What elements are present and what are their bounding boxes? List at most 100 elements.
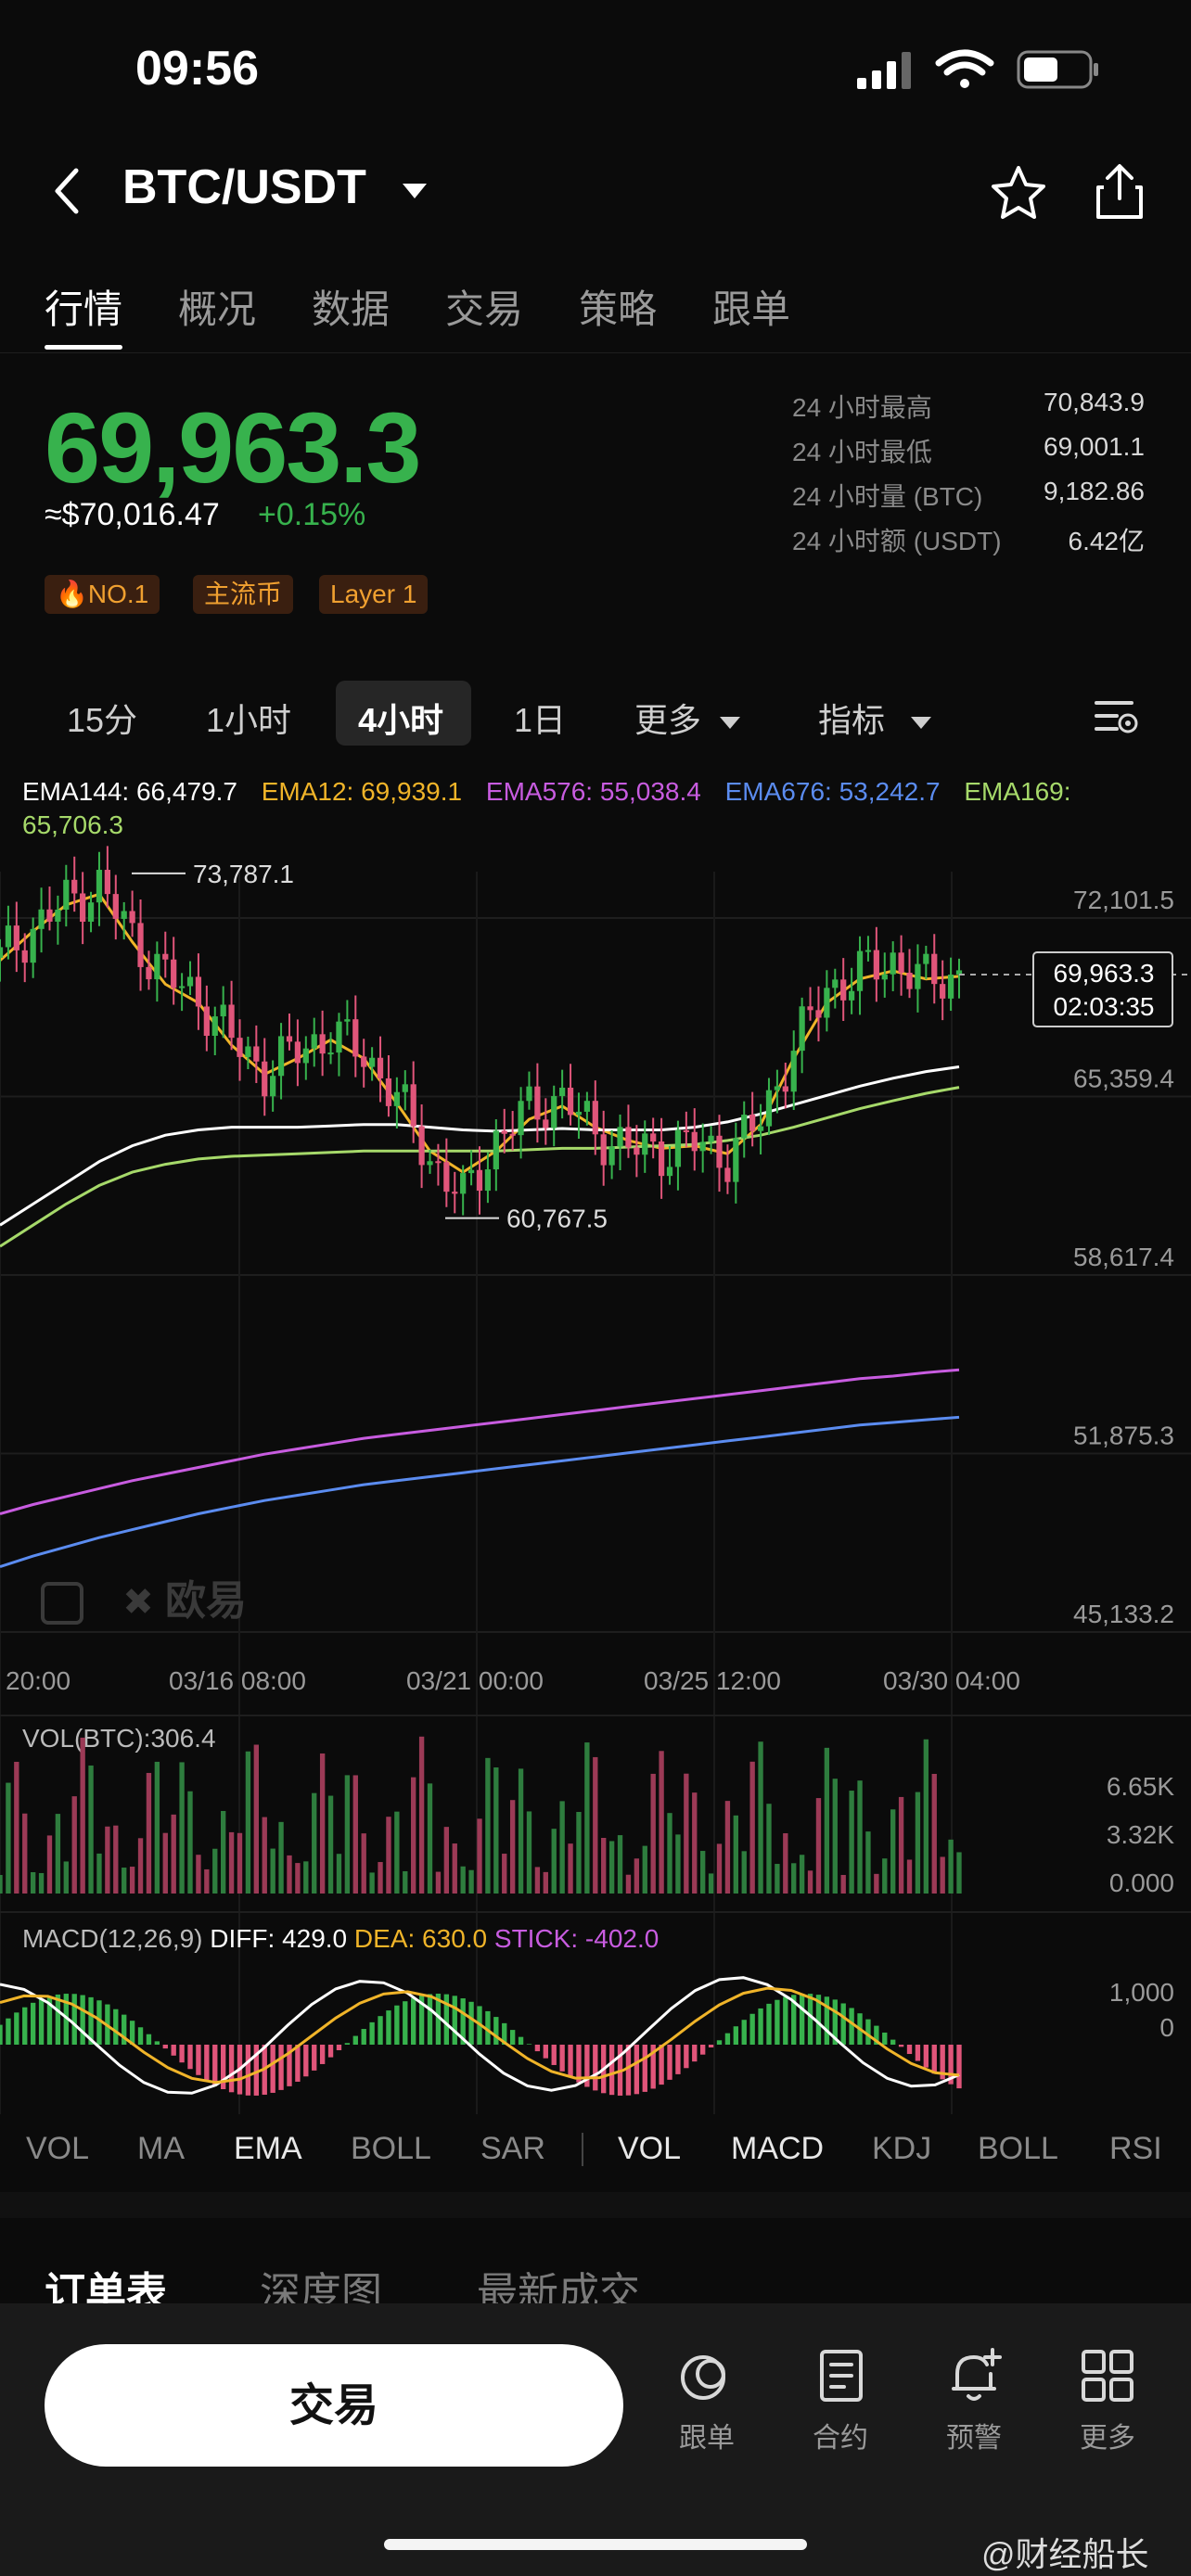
chart-settings-icon[interactable] xyxy=(1095,697,1141,734)
macd-bar xyxy=(675,2045,681,2074)
candle-body xyxy=(526,1086,532,1102)
rank-badge[interactable]: 🔥NO.1 xyxy=(45,575,160,614)
candle-body xyxy=(749,1115,756,1131)
star-icon[interactable] xyxy=(989,163,1048,223)
candle-body xyxy=(178,986,186,988)
candle-body xyxy=(302,1048,309,1064)
candle-body xyxy=(311,1034,317,1049)
macd-stick: STICK: -402.0 xyxy=(494,1924,659,1953)
sub-indicator-rsi[interactable]: RSI xyxy=(1109,2131,1162,2166)
volume-bar xyxy=(799,1855,805,1894)
volume-bar xyxy=(336,1854,342,1894)
macd-bar xyxy=(386,2010,391,2045)
nav-alert[interactable]: 预警 xyxy=(918,2346,1030,2455)
volume-bar xyxy=(807,1870,813,1894)
candle-body xyxy=(369,1057,376,1067)
time-axis-label: 03/30 04:00 xyxy=(883,1666,1020,1695)
volume-bar xyxy=(80,1737,85,1894)
macd-bar xyxy=(692,2045,698,2062)
macd-bar xyxy=(179,2045,185,2063)
main-indicator-sar[interactable]: SAR xyxy=(480,2131,545,2166)
candle-body xyxy=(112,894,119,919)
volume-axis-label: 6.65K xyxy=(1107,1772,1174,1801)
volume-bar xyxy=(956,1852,962,1894)
volume-bar xyxy=(418,1736,425,1894)
nav-copy-trade[interactable]: 跟单 xyxy=(651,2346,762,2455)
macd-diff-line xyxy=(0,1976,960,2095)
indicator-dropdown[interactable]: 指标 xyxy=(818,694,932,742)
tab-trade[interactable]: 交易 xyxy=(445,287,524,331)
candle-body xyxy=(634,1147,640,1155)
macd-bar xyxy=(791,1995,797,2045)
candle-body xyxy=(890,952,896,975)
last-price: 69,963.3 xyxy=(45,391,421,504)
volume-bar xyxy=(6,1782,11,1894)
macd-bar xyxy=(758,2008,763,2045)
nav-more[interactable]: 更多 xyxy=(1052,2346,1163,2455)
macd-bar xyxy=(659,2045,664,2085)
macd-bar xyxy=(14,2012,19,2045)
candle-body xyxy=(154,953,160,980)
sub-indicator-boll[interactable]: BOLL xyxy=(978,2131,1058,2166)
macd-bar xyxy=(113,2009,119,2045)
volume-bar xyxy=(312,1792,317,1894)
candle-body xyxy=(427,1161,433,1166)
volume-bar xyxy=(196,1855,201,1894)
candle-body xyxy=(699,1141,706,1152)
candle-body xyxy=(724,1167,731,1182)
timeframe-4h[interactable]: 4小时 xyxy=(358,701,444,739)
timeframe-15m[interactable]: 15分 xyxy=(67,701,138,739)
candle-body xyxy=(940,984,946,999)
volume-bar xyxy=(378,1862,383,1894)
layer-badge[interactable]: Layer 1 xyxy=(319,575,429,614)
sub-indicator-kdj[interactable]: KDJ xyxy=(872,2131,932,2166)
category-badge[interactable]: 主流币 xyxy=(193,575,294,614)
share-icon[interactable] xyxy=(1091,161,1148,223)
tab-data[interactable]: 数据 xyxy=(312,287,391,331)
sub-indicator-macd[interactable]: MACD xyxy=(731,2131,825,2166)
volume-bar xyxy=(212,1848,218,1894)
candle-body xyxy=(270,1076,276,1097)
tab-overview[interactable]: 概况 xyxy=(178,287,257,331)
chevron-down-icon[interactable] xyxy=(401,182,429,200)
legend-ema12: EMA12: 69,939.1 xyxy=(261,777,463,806)
volume-bar xyxy=(741,1851,747,1894)
candle-body xyxy=(402,1084,408,1092)
sub-indicator-vol[interactable]: VOL xyxy=(618,2131,682,2166)
macd-lines xyxy=(0,1976,960,2095)
candle-body xyxy=(237,1038,243,1057)
macd-bar xyxy=(543,2045,548,2059)
tab-strategy[interactable]: 策略 xyxy=(579,287,658,331)
timeframe-more[interactable]: 更多 xyxy=(634,694,741,742)
main-indicator-ma[interactable]: MA xyxy=(137,2131,185,2166)
main-indicator-ema[interactable]: EMA xyxy=(234,2131,302,2166)
candle-body xyxy=(87,902,95,922)
volume-bar xyxy=(857,1780,863,1894)
candle-body xyxy=(203,1006,210,1037)
macd-bar xyxy=(667,2045,672,2080)
ema-line-ema676 xyxy=(0,1415,960,1569)
macd-dea: DEA: 630.0 xyxy=(354,1924,494,1953)
legend-ema169: EMA169: 65,706.3 xyxy=(22,777,1071,839)
main-indicator-vol[interactable]: VOL xyxy=(26,2131,90,2166)
price-axis-label: 72,101.5 xyxy=(1073,886,1174,914)
candle-body xyxy=(733,1138,739,1182)
tab-copy-trading[interactable]: 跟单 xyxy=(712,287,791,331)
timeframe-1h[interactable]: 1小时 xyxy=(206,701,292,739)
macd-bar xyxy=(6,2018,11,2045)
timeframe-1d[interactable]: 1日 xyxy=(514,701,567,739)
volume-bar xyxy=(411,1777,416,1894)
nav-contract[interactable]: 合约 xyxy=(785,2346,896,2455)
tab-market[interactable]: 行情 xyxy=(45,287,123,331)
pair-title[interactable]: BTC/USDT xyxy=(122,160,366,214)
expand-icon[interactable] xyxy=(41,1582,83,1626)
nav-label: 合约 xyxy=(813,2423,868,2454)
volume-bar xyxy=(675,1834,681,1894)
price-chart[interactable]: 72,101.5 65,359.4 58,617.4 51,875.3 45,133.2… xyxy=(0,816,1191,2133)
main-indicator-boll[interactable]: BOLL xyxy=(351,2131,431,2166)
candle-body xyxy=(319,1034,326,1054)
trade-button[interactable]: 交易 xyxy=(45,2344,623,2467)
macd-bar xyxy=(509,2030,516,2045)
back-icon[interactable] xyxy=(46,163,93,219)
volume-bar xyxy=(361,1833,366,1894)
